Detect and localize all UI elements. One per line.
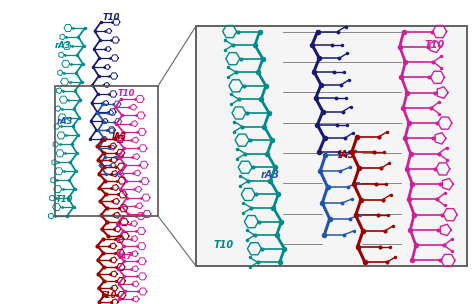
Text: T10: T10 (100, 291, 118, 300)
Bar (55, 86, 158, 216)
Text: T10: T10 (103, 13, 120, 22)
Text: lA7: lA7 (118, 252, 133, 261)
Text: lA3: lA3 (112, 132, 127, 141)
Text: lA3': lA3' (338, 150, 359, 160)
Text: rA3: rA3 (261, 170, 280, 180)
Bar (196, 26, 467, 266)
Text: rA3: rA3 (55, 41, 72, 50)
Text: T10: T10 (56, 195, 73, 204)
Text: rA3: rA3 (57, 117, 73, 126)
Text: T10: T10 (118, 89, 136, 98)
Text: T10: T10 (425, 40, 445, 50)
Text: T10: T10 (214, 240, 234, 250)
